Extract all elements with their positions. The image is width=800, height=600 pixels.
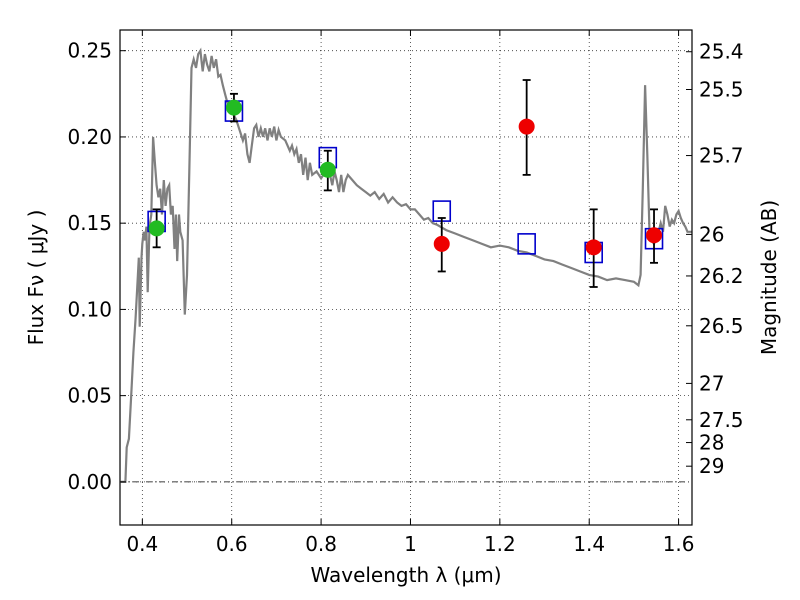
observed-flux-point [646,227,663,244]
y-tick-label: 0.15 [67,211,112,235]
observed-flux-point [148,220,165,237]
y2-tick-label: 25.5 [699,78,744,102]
x-tick-label: 1 [404,532,417,556]
x-tick-label: 0.4 [126,532,158,556]
observed-flux-point [518,118,535,135]
observed-flux-point [585,239,602,256]
model-square-point [517,233,536,255]
y2-tick-label: 27 [699,371,724,395]
x-tick-label: 0.8 [305,532,337,556]
y-tick-label: 0.10 [67,297,112,321]
plot-frame [119,29,693,526]
y-tick-label: 0.05 [67,384,112,408]
plot-area [120,47,692,483]
y2-tick-label: 26 [699,222,724,246]
x-tick-label: 0.6 [216,532,248,556]
observed-flux-point [225,99,242,116]
grid [120,30,692,525]
y-tick-label: 0.00 [67,470,112,494]
y2-tick-label: 26.2 [699,264,744,288]
y2-tick-label: 25.7 [699,144,744,168]
y2-tick-label: 28 [699,431,724,455]
x-axis-label: Wavelength λ (μm) [310,563,501,587]
y-axis-label: Flux Fν ( μJy ) [24,210,48,346]
y-tick-label: 0.20 [67,125,112,149]
y2-axis-label: Magnitude (AB) [757,200,781,355]
y2-tick-label: 26.5 [699,314,744,338]
y-tick-label: 0.25 [67,39,112,63]
y2-tick-label: 29 [699,454,724,478]
ticks: 0.4 0.6 0.8 1 1.2 1.4 1.6 0.00 0.05 0.10 0.15 0.20 0… [67,30,744,556]
model-spectrum-line [120,47,692,483]
x-tick-label: 1.6 [663,532,695,556]
x-tick-label: 1.2 [484,532,516,556]
y2-tick-label: 27.5 [699,408,744,432]
x-tick-label: 1.4 [573,532,605,556]
observed-flux-point [433,235,450,252]
observed-flux-point [319,161,336,178]
y2-tick-label: 25.4 [699,40,744,64]
